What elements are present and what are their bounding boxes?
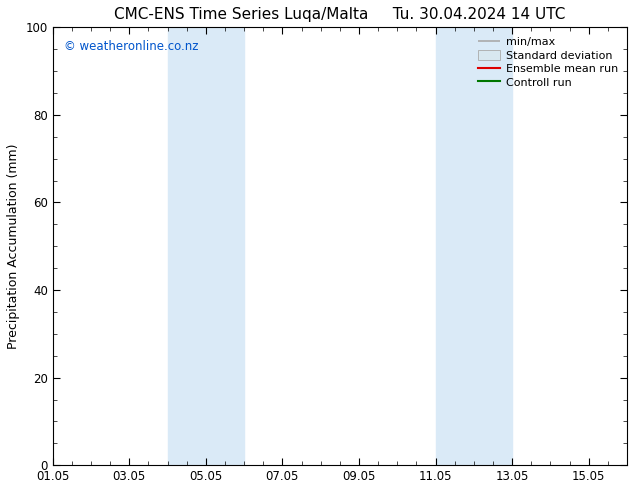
Title: CMC-ENS Time Series Luqa/Malta     Tu. 30.04.2024 14 UTC: CMC-ENS Time Series Luqa/Malta Tu. 30.04…	[114, 7, 566, 22]
Legend: min/max, Standard deviation, Ensemble mean run, Controll run: min/max, Standard deviation, Ensemble me…	[475, 33, 621, 91]
Bar	[167, 27, 244, 465]
Bar	[436, 27, 512, 465]
Y-axis label: Precipitation Accumulation (mm): Precipitation Accumulation (mm)	[7, 144, 20, 349]
Text: © weatheronline.co.nz: © weatheronline.co.nz	[64, 40, 198, 53]
